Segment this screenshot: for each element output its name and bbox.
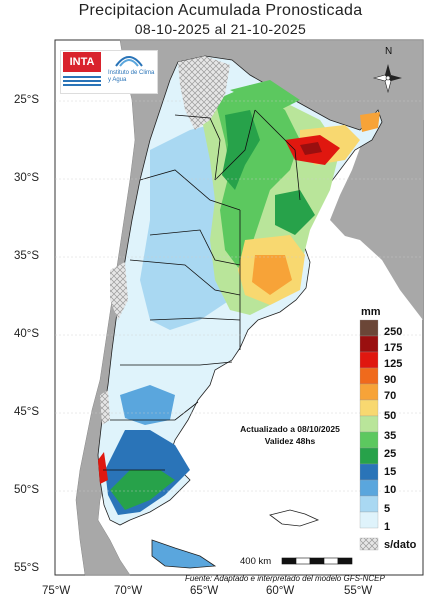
inta-logo-stripes: [63, 74, 101, 88]
instituto-logo-icon: [115, 56, 143, 67]
lat-label-50: 50°S: [14, 484, 40, 496]
instituto-logo-text: Instituto de Clima y Agua: [108, 70, 155, 83]
north-arrow-icon: [372, 64, 402, 94]
validity-note: Validez 48hs: [264, 436, 316, 446]
north-label: N: [385, 46, 393, 57]
update-note: Actualizado a 08/10/2025: [240, 424, 340, 434]
no-data-zones: [100, 56, 230, 425]
legend-label-70: 70: [384, 390, 397, 402]
legend-label-10: 10: [384, 484, 397, 496]
malvinas-islands: [269, 509, 320, 527]
lat-label-40: 40°S: [14, 328, 40, 340]
lat-label-25: 25°S: [14, 94, 40, 106]
legend-label-35: 35: [384, 430, 397, 442]
source-note: Fuente: Adaptado e interpretado del mode…: [185, 574, 385, 583]
neighbor-east: [330, 108, 423, 320]
tierra-del-fuego: [151, 539, 217, 569]
lon-label-60: 60°W: [266, 585, 295, 597]
map-title: Precipitacion Acumulada Pronosticada: [78, 2, 363, 19]
legend-unit: mm: [361, 306, 381, 318]
legend-label-15: 15: [384, 466, 397, 478]
lon-label-70: 70°W: [114, 585, 143, 597]
legend-label-250: 250: [384, 326, 403, 338]
legend-label-25: 25: [384, 448, 397, 460]
lon-label-65: 65°W: [190, 585, 219, 597]
lon-label-75: 75°W: [42, 585, 71, 597]
legend-label-50: 50: [384, 410, 397, 422]
lat-label-30: 30°S: [14, 172, 40, 184]
legend-label-1: 1: [384, 521, 391, 533]
legend-label-125: 125: [384, 358, 403, 370]
lat-label-55: 55°S: [14, 562, 40, 574]
lat-label-35: 35°S: [14, 250, 40, 262]
legend-label-175: 175: [384, 342, 403, 354]
graticule: [55, 100, 423, 492]
scale-label: 400 km: [240, 556, 272, 567]
province-borders: [103, 109, 301, 471]
legend-colorbar: [359, 319, 379, 551]
legend-label-90: 90: [384, 374, 397, 386]
date-range: 08-10-2025 al 21-10-2025: [134, 21, 307, 37]
inta-logo: INTA: [63, 52, 101, 72]
scale-bar: [281, 557, 353, 565]
legend-label-5: 5: [384, 503, 391, 515]
precipitation-fields: [98, 80, 380, 515]
lon-label-55: 55°W: [344, 585, 373, 597]
lat-label-45: 45°S: [14, 406, 40, 418]
legend-label-no-data: s/dato: [384, 539, 417, 551]
